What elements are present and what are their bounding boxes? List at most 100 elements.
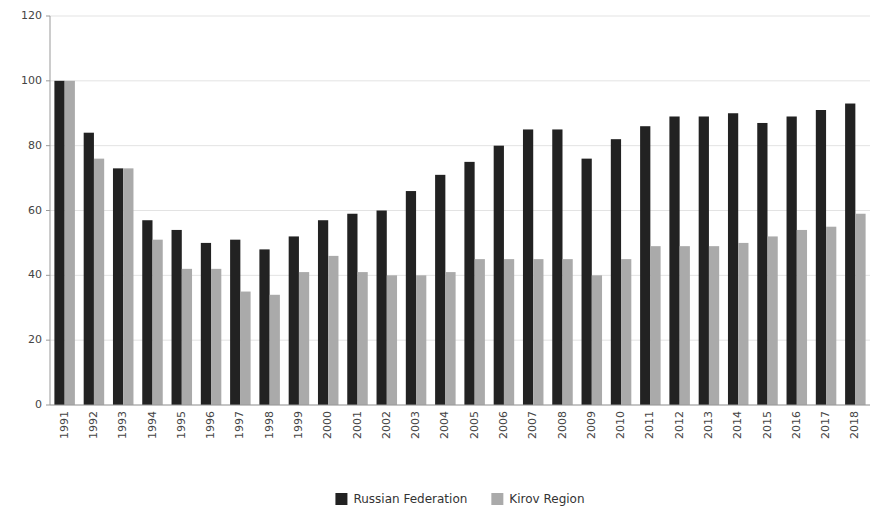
bar xyxy=(464,162,474,405)
bar xyxy=(640,126,650,405)
x-tick-label: 2001 xyxy=(351,411,364,439)
y-tick-label: 100 xyxy=(21,74,42,87)
bar xyxy=(669,116,679,405)
legend-label: Russian Federation xyxy=(353,492,467,506)
bar xyxy=(123,168,133,405)
bar xyxy=(592,275,602,405)
legend-swatch xyxy=(335,493,347,505)
bar xyxy=(65,81,75,405)
bar xyxy=(826,227,836,405)
legend: Russian Federation Kirov Region xyxy=(335,492,584,506)
y-tick-label: 40 xyxy=(28,268,42,281)
x-tick-label: 1994 xyxy=(146,411,159,439)
bar xyxy=(797,230,807,405)
x-tick-label: 1999 xyxy=(292,411,305,439)
bar xyxy=(318,220,328,405)
bar xyxy=(699,116,709,405)
x-tick-label: 2017 xyxy=(819,411,832,439)
y-tick-label: 60 xyxy=(28,204,42,217)
y-tick-label: 0 xyxy=(35,398,42,411)
x-tick-label: 2004 xyxy=(438,411,451,439)
x-tick-label: 1998 xyxy=(263,411,276,439)
legend-item: Kirov Region xyxy=(491,492,584,506)
grid-line xyxy=(50,405,870,406)
bar xyxy=(113,168,123,405)
y-tick-label: 80 xyxy=(28,139,42,152)
bar xyxy=(563,259,573,405)
x-tick-label: 2002 xyxy=(380,411,393,439)
bar xyxy=(445,272,455,405)
bar xyxy=(54,81,64,405)
bar xyxy=(611,139,621,405)
x-axis: 1991199219931994199519961997199819992000… xyxy=(58,411,862,439)
x-tick-label: 2011 xyxy=(643,411,656,439)
bar xyxy=(582,159,592,405)
bar xyxy=(358,272,368,405)
bar xyxy=(680,246,690,405)
bar xyxy=(172,230,182,405)
grid-line xyxy=(50,210,870,211)
bar xyxy=(211,269,221,405)
x-tick-label: 1992 xyxy=(87,411,100,439)
x-tick-label: 2015 xyxy=(761,411,774,439)
x-tick-label: 2016 xyxy=(790,411,803,439)
grid-line xyxy=(50,80,870,81)
bar xyxy=(621,259,631,405)
x-tick-label: 2014 xyxy=(731,411,744,439)
legend-swatch xyxy=(491,493,503,505)
x-tick-label: 2005 xyxy=(468,411,481,439)
x-tick-label: 2009 xyxy=(585,411,598,439)
y-tick xyxy=(46,210,50,211)
bar xyxy=(84,133,94,405)
bar xyxy=(504,259,514,405)
grid-line xyxy=(50,145,870,146)
bar xyxy=(728,113,738,405)
bar xyxy=(552,129,562,405)
bar xyxy=(153,240,163,405)
legend-label: Kirov Region xyxy=(509,492,584,506)
bar xyxy=(299,272,309,405)
bar xyxy=(240,292,250,405)
bar xyxy=(328,256,338,405)
bar xyxy=(259,249,269,405)
x-tick-label: 2006 xyxy=(497,411,510,439)
legend-item: Russian Federation xyxy=(335,492,467,506)
bar xyxy=(757,123,767,405)
x-tick-label: 2010 xyxy=(614,411,627,439)
y-tick xyxy=(46,16,50,17)
x-tick-label: 2012 xyxy=(673,411,686,439)
bar xyxy=(387,275,397,405)
bar xyxy=(650,246,660,405)
bar xyxy=(230,240,240,405)
bar xyxy=(845,104,855,405)
y-axis-line xyxy=(50,16,51,405)
bar xyxy=(787,116,797,405)
bar xyxy=(270,295,280,405)
x-tick-label: 1996 xyxy=(204,411,217,439)
bar xyxy=(709,246,719,405)
bar xyxy=(416,275,426,405)
grid-line xyxy=(50,16,870,17)
x-axis-line xyxy=(50,405,870,406)
bar xyxy=(768,236,778,405)
bar xyxy=(347,214,357,405)
x-tick-label: 1991 xyxy=(58,411,71,439)
x-tick-label: 2007 xyxy=(526,411,539,439)
bars xyxy=(54,81,865,405)
y-tick-label: 20 xyxy=(28,333,42,346)
y-tick xyxy=(46,145,50,146)
x-tick-label: 1995 xyxy=(175,411,188,439)
y-tick xyxy=(46,405,50,406)
chart: 0 20 40 60 80 100 120 1991 1992 1993 1994 1995 1996 1… xyxy=(0,0,886,517)
bar xyxy=(201,243,211,405)
y-tick-label: 120 xyxy=(21,9,42,22)
bar xyxy=(182,269,192,405)
x-tick-label: 2018 xyxy=(848,411,861,439)
bar xyxy=(855,214,865,405)
bar xyxy=(523,129,533,405)
x-tick-label: 1993 xyxy=(116,411,129,439)
bar xyxy=(435,175,445,405)
bar xyxy=(94,159,104,405)
y-tick xyxy=(46,80,50,81)
bar xyxy=(816,110,826,405)
